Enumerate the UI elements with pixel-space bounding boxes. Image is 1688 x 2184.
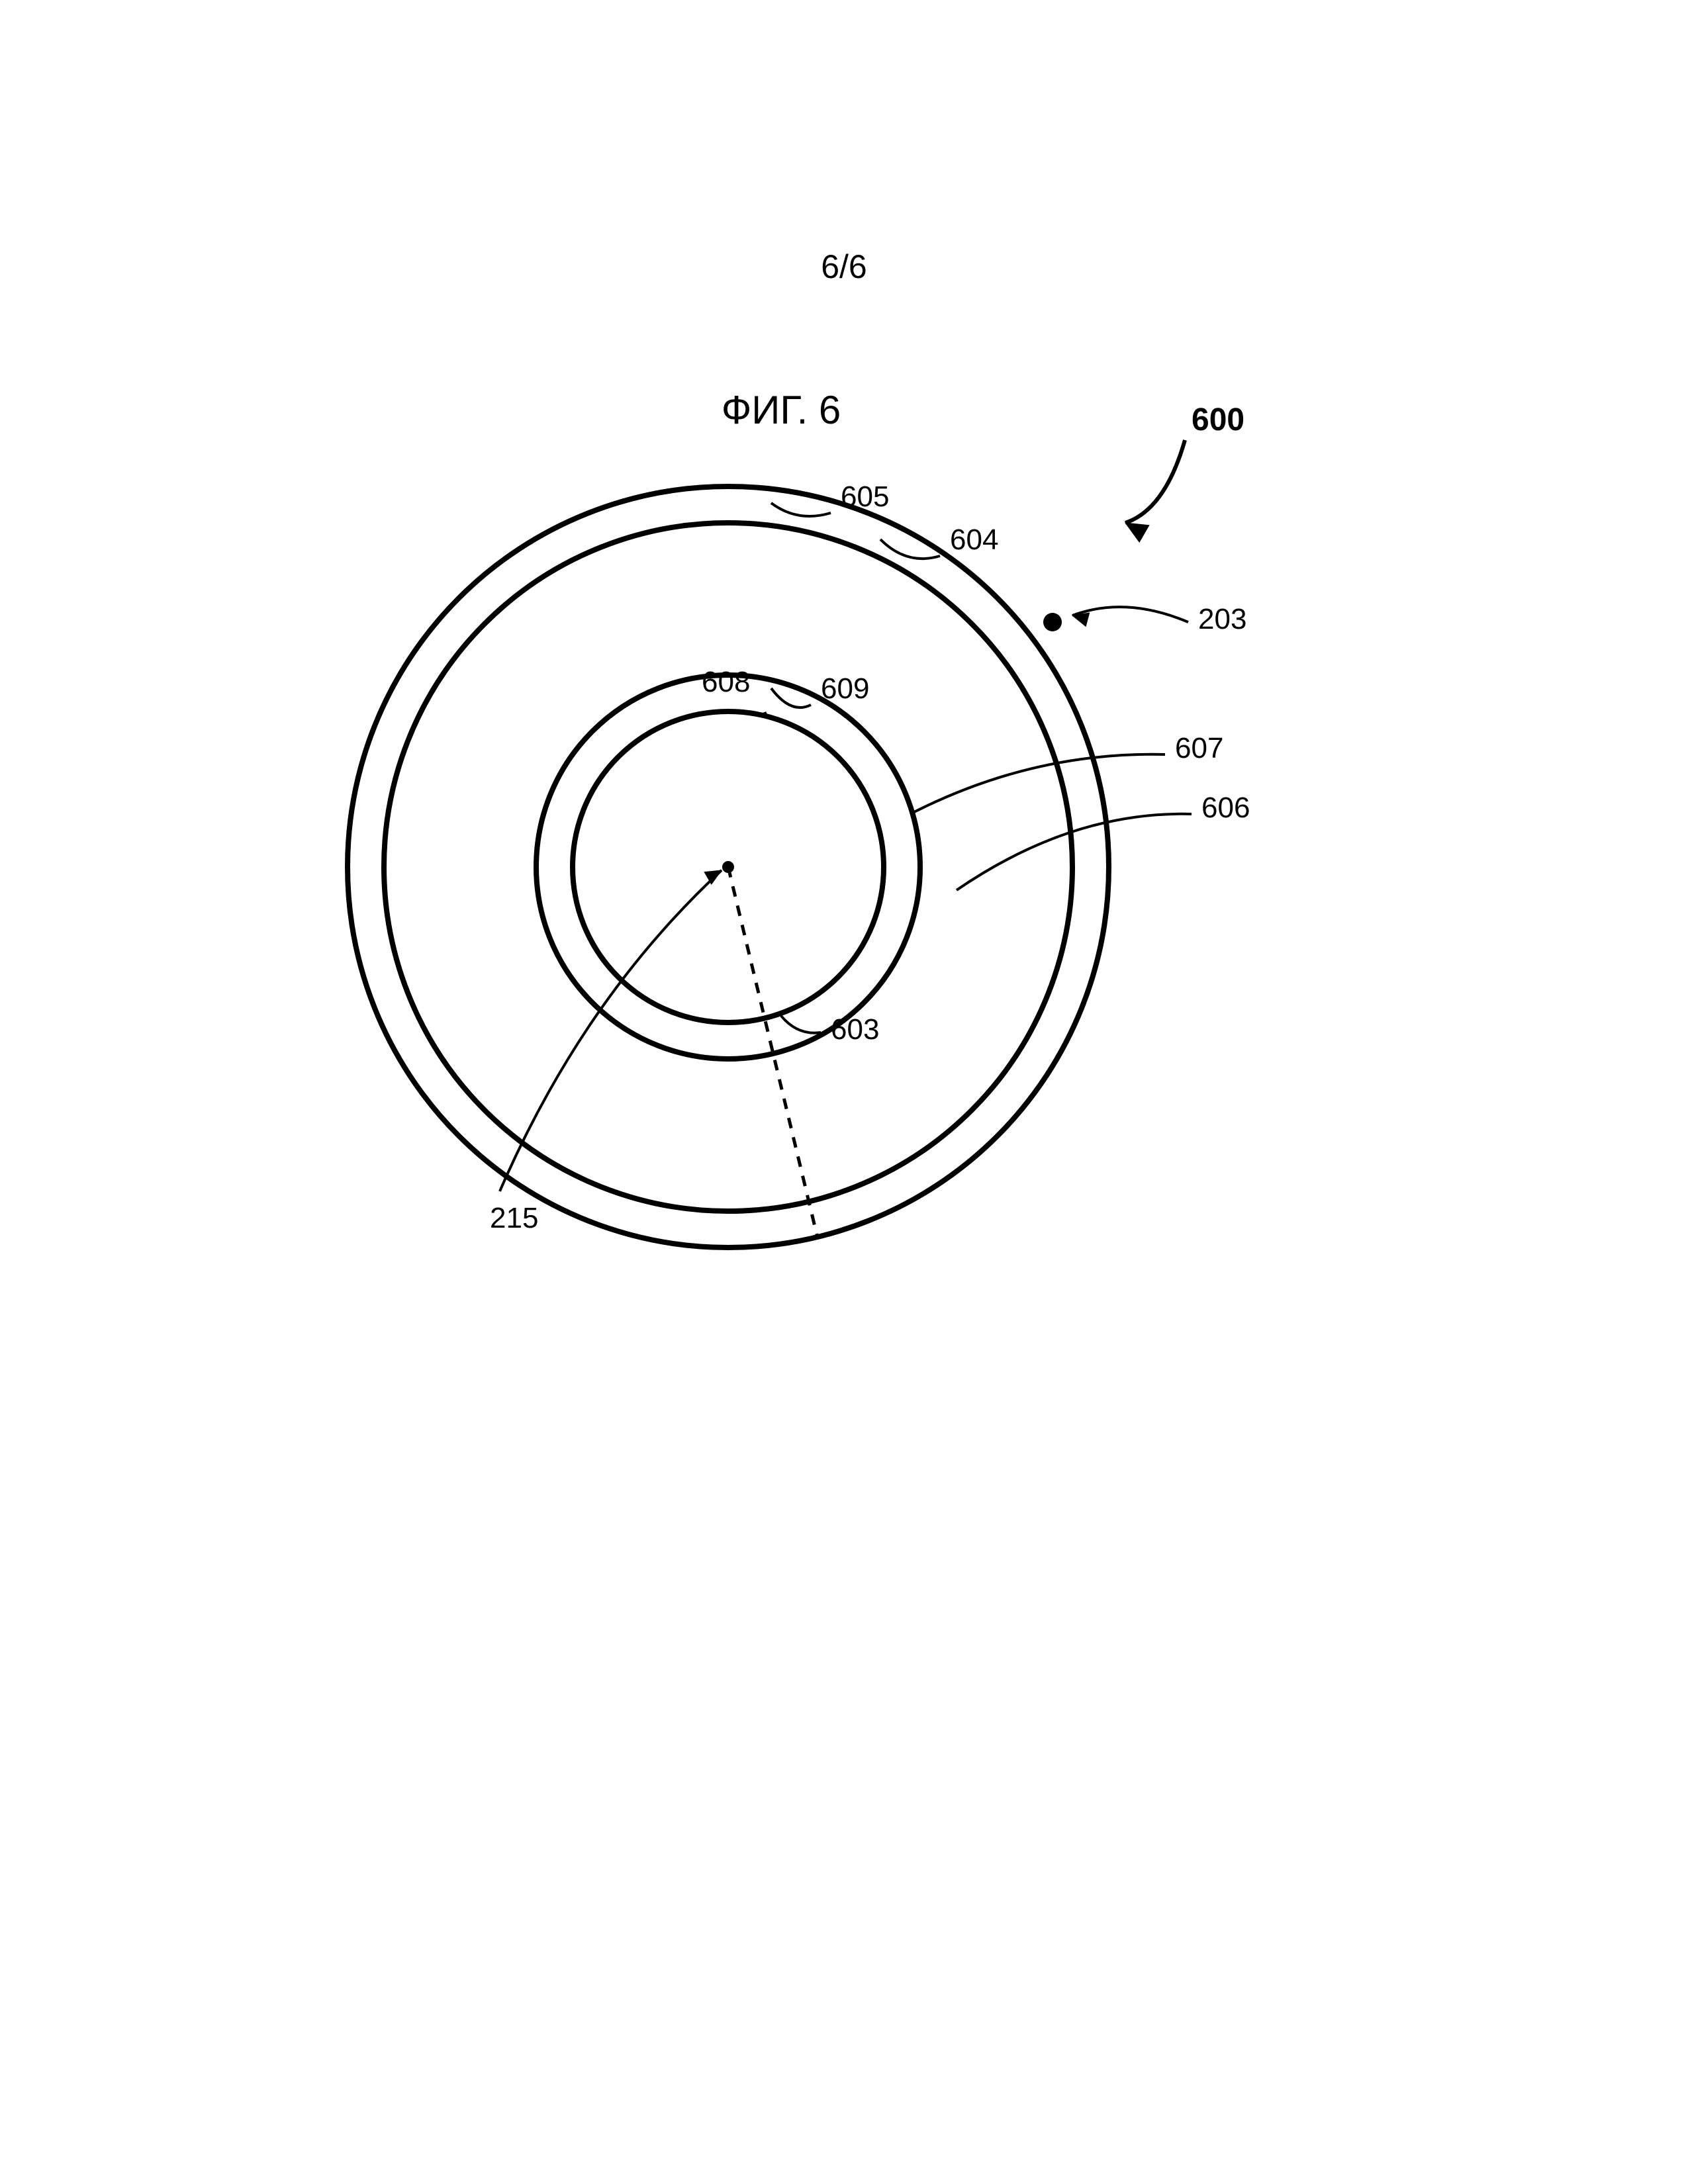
leaders: 605 604 608 609 607 606 603 215 203 <box>490 480 1250 1234</box>
leader-608: 608 <box>702 666 767 715</box>
leader-label-203: 203 <box>1198 603 1246 635</box>
leader-603: 603 <box>781 1013 879 1046</box>
leader-203: 203 <box>1072 603 1246 635</box>
leader-label-608: 608 <box>702 666 750 698</box>
leader-curve-603 <box>781 1016 821 1033</box>
arrowhead <box>1125 523 1149 542</box>
arrowhead <box>1072 613 1090 626</box>
leader-609: 609 <box>771 672 869 707</box>
leader-curve-607 <box>910 754 1165 814</box>
leader-label-215: 215 <box>490 1202 538 1234</box>
ref-arrow-600-curve <box>1125 440 1185 523</box>
patent-figure: 6/6 ФИГ. 6 600 605 604 608 609 607 606 603 215 203 <box>0 0 1688 2184</box>
ref-label-600: 600 <box>1192 402 1244 437</box>
leader-label-604: 604 <box>950 523 998 556</box>
leader-curve-215 <box>500 870 722 1191</box>
leader-label-609: 609 <box>821 672 869 705</box>
leader-curve-203 <box>1072 607 1188 622</box>
arrowhead <box>704 870 722 884</box>
leader-label-605: 605 <box>841 480 889 513</box>
leader-label-606: 606 <box>1201 792 1250 824</box>
leader-curve-605 <box>771 503 831 516</box>
leader-label-603: 603 <box>831 1013 879 1046</box>
external-dot <box>1043 613 1062 631</box>
figure-title: ФИГ. 6 <box>722 388 841 432</box>
page-number: 6/6 <box>821 248 867 285</box>
leader-label-607: 607 <box>1175 732 1223 764</box>
